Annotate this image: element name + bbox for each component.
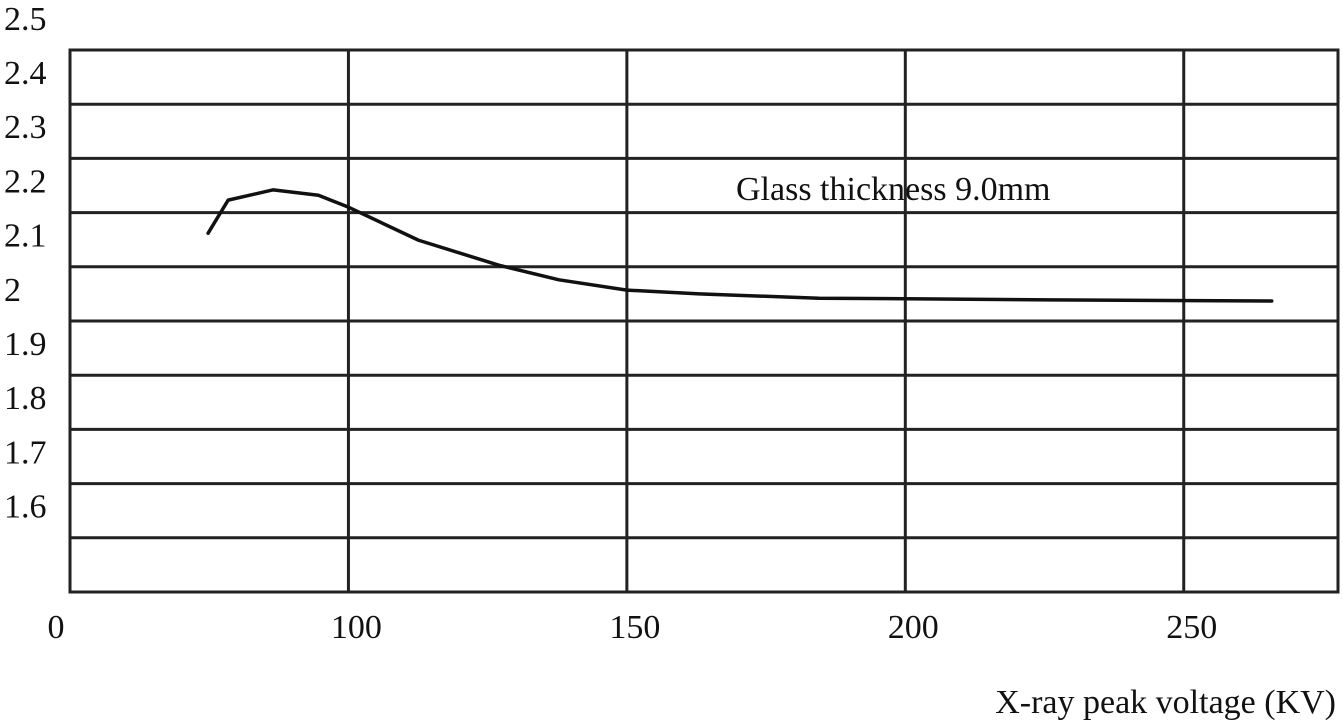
y-tick-label: 1.8	[4, 380, 47, 417]
y-tick-label: 2.4	[4, 55, 47, 92]
x-tick-label: 150	[609, 609, 660, 646]
y-tick-label: 1.9	[4, 326, 47, 363]
data-line	[206, 188, 1274, 303]
x-tick-label: 200	[888, 609, 939, 646]
y-tick-label: 2.2	[4, 163, 47, 200]
y-tick-label: 2.3	[4, 109, 47, 146]
x-tick-label: 250	[1166, 609, 1217, 646]
annotation: Glass thickness 9.0mm	[736, 171, 1050, 208]
x-tick-label: 0	[48, 609, 65, 646]
y-tick-label: 2	[4, 272, 21, 309]
y-tick-label: 2.1	[4, 218, 47, 255]
y-tick-label: 1.7	[4, 434, 47, 471]
x-tick-label: 100	[331, 609, 382, 646]
y-tick-label: 1.6	[4, 489, 47, 526]
y-tick-label: 2.5	[4, 1, 47, 38]
x-axis-label: X-ray peak voltage (KV)	[995, 684, 1336, 721]
